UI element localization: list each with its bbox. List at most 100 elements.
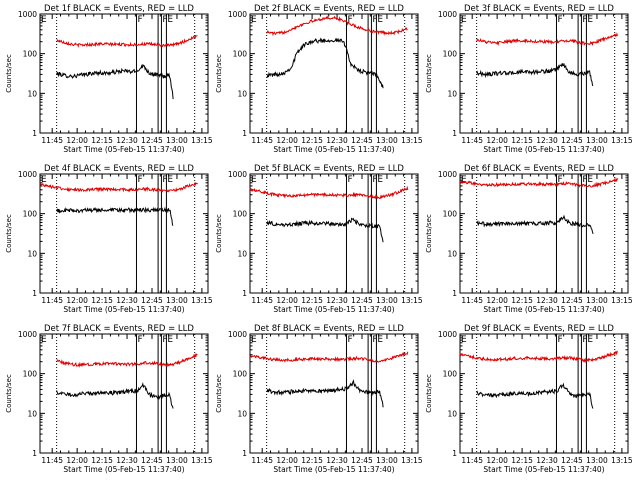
y-tick-label: 1000 <box>228 10 247 19</box>
x-tick-label: 12:45 <box>561 296 583 305</box>
chart-title: Det 6f BLACK = Events, RED = LLD <box>464 164 614 174</box>
y-tick-label: 10 <box>237 249 247 258</box>
events-series-line <box>476 382 594 409</box>
x-tick-label: 12:30 <box>536 296 558 305</box>
y-tick-label: 1000 <box>18 330 37 339</box>
y-axis-label: Counts/sec <box>425 214 433 253</box>
chart-panel-8: Det 8f BLACK = Events, RED = LLD 1 10 100 10… <box>215 324 423 474</box>
time-marker-label: E <box>587 335 593 345</box>
time-marker-label: F <box>557 335 562 345</box>
time-marker-label: F <box>137 175 142 185</box>
y-axis-label: Counts/sec <box>215 374 223 413</box>
chart-title: Det 3f BLACK = Events, RED = LLD <box>464 4 614 14</box>
x-axis-label: Start Time (05-Feb-15 11:37:40) <box>63 145 184 154</box>
chart-title: Det 8f BLACK = Events, RED = LLD <box>254 324 404 334</box>
time-marker-label: F <box>582 175 587 185</box>
y-tick-label: 10 <box>237 89 247 98</box>
x-tick-label: 12:30 <box>116 296 138 305</box>
lld-series-line <box>266 15 408 37</box>
y-tick-label: 100 <box>23 210 38 219</box>
time-marker-label: E <box>461 175 467 185</box>
x-tick-label: 12:00 <box>66 296 88 305</box>
chart-panel-9: Det 9f BLACK = Events, RED = LLD 1 10 100 10… <box>425 324 633 474</box>
y-tick-label: 1000 <box>228 330 247 339</box>
y-tick-label: 1000 <box>438 10 457 19</box>
time-marker-label: F <box>162 175 167 185</box>
plot-frame <box>39 173 209 294</box>
time-marker-label: E <box>377 15 383 25</box>
y-tick-label: 100 <box>233 50 248 59</box>
chart-panel-6: Det 6f BLACK = Events, RED = LLD 1 10 100 10… <box>425 164 633 314</box>
time-marker-label: F <box>137 335 142 345</box>
x-tick-label: 12:30 <box>326 136 348 145</box>
x-tick-label: 13:15 <box>611 296 633 305</box>
x-tick-label: 13:15 <box>611 136 633 145</box>
lld-series-line <box>249 185 409 200</box>
x-tick-label: 13:15 <box>611 456 633 465</box>
y-tick-label: 10 <box>447 89 457 98</box>
y-axis-label: Counts/sec <box>5 54 13 93</box>
time-marker-label: F <box>557 15 562 25</box>
time-marker-label: E <box>167 175 173 185</box>
time-marker-label: E <box>251 15 257 25</box>
x-tick-label: 12:30 <box>536 456 558 465</box>
y-tick-label: 1 <box>452 289 457 298</box>
events-series-line <box>476 63 594 87</box>
x-tick-label: 13:00 <box>166 296 188 305</box>
x-tick-label: 13:15 <box>401 456 423 465</box>
x-tick-label: 13:15 <box>401 296 423 305</box>
x-tick-label: 12:45 <box>141 136 163 145</box>
chart-panel-2: Det 2f BLACK = Events, RED = LLD 1 10 100 10… <box>215 4 423 154</box>
x-tick-label: 12:00 <box>486 136 508 145</box>
x-tick-label: 12:15 <box>91 296 113 305</box>
x-axis-label: Start Time (05-Feb-15 11:37:40) <box>273 305 394 314</box>
x-tick-label: 12:45 <box>561 456 583 465</box>
time-marker-label: F <box>347 15 352 25</box>
x-tick-label: 12:30 <box>536 136 558 145</box>
chart-panel-4: Det 4f BLACK = Events, RED = LLD 1 10 100 10… <box>5 164 213 314</box>
x-tick-label: 12:30 <box>116 136 138 145</box>
y-tick-label: 100 <box>443 370 458 379</box>
time-marker-label: E <box>587 15 593 25</box>
x-tick-label: 11:45 <box>461 136 483 145</box>
x-tick-label: 12:15 <box>511 456 533 465</box>
x-tick-label: 11:45 <box>461 456 483 465</box>
x-tick-label: 11:45 <box>41 456 63 465</box>
x-axis-label: Start Time (05-Feb-15 11:37:40) <box>273 145 394 154</box>
time-marker-label: F <box>162 15 167 25</box>
x-tick-label: 12:00 <box>66 456 88 465</box>
y-tick-label: 1 <box>242 289 247 298</box>
x-tick-label: 12:30 <box>326 296 348 305</box>
x-axis-label: Start Time (05-Feb-15 11:37:40) <box>63 305 184 314</box>
time-marker-label: F <box>582 335 587 345</box>
time-marker-label: E <box>167 335 173 345</box>
x-axis-label: Start Time (05-Feb-15 11:37:40) <box>483 305 604 314</box>
y-tick-label: 1000 <box>228 170 247 179</box>
x-tick-label: 12:00 <box>486 296 508 305</box>
x-tick-label: 11:45 <box>41 296 63 305</box>
y-tick-label: 1000 <box>438 330 457 339</box>
y-tick-label: 1 <box>452 449 457 458</box>
chart-title: Det 9f BLACK = Events, RED = LLD <box>464 324 614 334</box>
x-axis-label: Start Time (05-Feb-15 11:37:40) <box>483 145 604 154</box>
lld-series-line <box>249 351 409 363</box>
y-tick-label: 100 <box>233 210 248 219</box>
x-tick-label: 12:15 <box>301 136 323 145</box>
y-tick-label: 10 <box>27 249 37 258</box>
y-axis-label: Counts/sec <box>215 54 223 93</box>
y-tick-label: 1 <box>242 449 247 458</box>
x-tick-label: 11:45 <box>251 296 273 305</box>
y-tick-label: 100 <box>443 210 458 219</box>
x-tick-label: 12:00 <box>66 136 88 145</box>
plot-frame <box>39 13 209 134</box>
y-tick-label: 100 <box>233 370 248 379</box>
y-tick-label: 10 <box>237 409 247 418</box>
x-tick-label: 12:45 <box>351 296 373 305</box>
x-tick-label: 13:00 <box>376 296 398 305</box>
time-marker-label: F <box>557 175 562 185</box>
plot-frame <box>459 333 629 454</box>
time-marker-label: E <box>251 335 257 345</box>
x-tick-label: 13:15 <box>191 456 213 465</box>
lld-series-line <box>56 34 198 48</box>
